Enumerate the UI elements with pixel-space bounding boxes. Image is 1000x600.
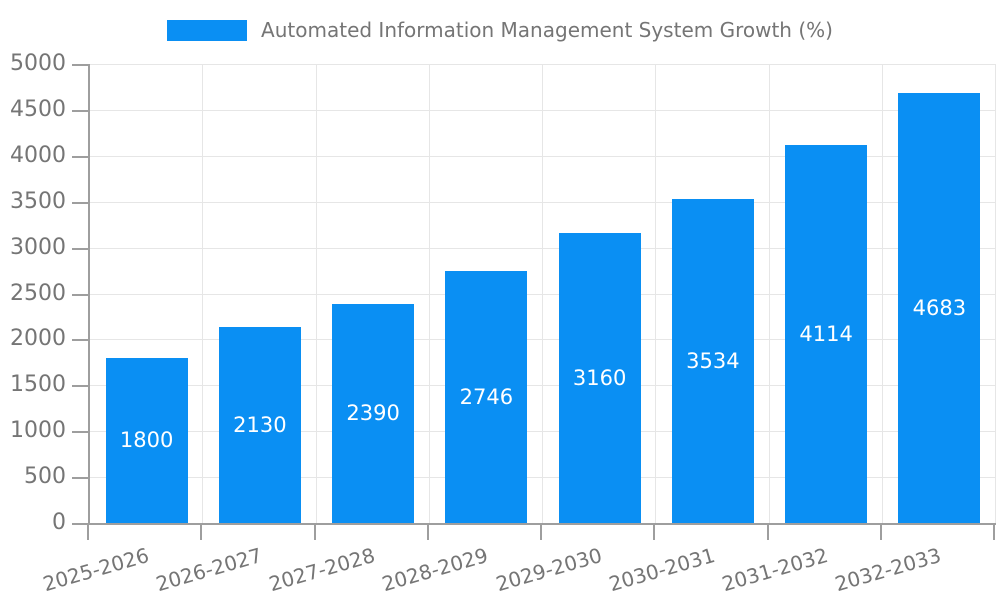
y-axis-tick-label: 0 <box>52 510 66 535</box>
y-axis-tick-label: 2000 <box>10 326 66 352</box>
y-axis-tick-label: 4000 <box>10 142 66 168</box>
gridline-horizontal <box>90 339 996 341</box>
gridline-vertical <box>428 64 430 523</box>
y-tick-mark <box>72 293 88 296</box>
y-tick-mark <box>72 523 88 525</box>
bar[interactable]: 2130 <box>218 327 301 523</box>
bar-value-label: 1800 <box>119 428 174 453</box>
y-tick-mark <box>72 339 88 342</box>
x-tick-mark <box>87 524 89 540</box>
bar-value-label: 4683 <box>912 296 967 321</box>
y-axis-tick-label: 1000 <box>10 418 66 444</box>
bar[interactable]: 4114 <box>785 145 868 523</box>
bar[interactable]: 2390 <box>332 303 415 523</box>
gridline-horizontal <box>90 431 996 433</box>
gridline-vertical <box>768 64 770 523</box>
bar-value-label: 3534 <box>686 348 740 373</box>
y-axis-tick-label: 1500 <box>10 372 66 398</box>
y-tick-mark <box>72 431 88 434</box>
legend: Automated Information Management System … <box>0 18 1000 42</box>
y-tick-mark <box>72 247 88 250</box>
bar[interactable]: 3534 <box>671 198 754 523</box>
gridline-horizontal <box>90 109 996 111</box>
bar-value-label: 2390 <box>346 401 400 426</box>
bar[interactable]: 4683 <box>898 93 981 523</box>
y-tick-mark <box>72 109 88 112</box>
gridline-horizontal <box>90 477 996 479</box>
bar-value-label: 2746 <box>459 384 514 409</box>
x-tick-mark <box>993 524 995 540</box>
y-axis-tick-label: 3500 <box>10 188 66 214</box>
gridline-vertical <box>995 64 996 523</box>
gridline-vertical <box>315 64 317 523</box>
gridline-horizontal <box>90 155 996 157</box>
x-tick-mark <box>766 524 769 540</box>
gridline-vertical <box>881 64 883 523</box>
gridline-horizontal <box>90 247 996 249</box>
legend-swatch-icon <box>167 19 248 41</box>
gridline-horizontal <box>90 64 996 65</box>
plot-area: 1800 2130 2390 2746 3160 3534 4114 4683 <box>88 64 996 525</box>
y-tick-mark <box>72 155 88 158</box>
y-axis-tick-label: 500 <box>24 464 66 490</box>
legend-item[interactable]: Automated Information Management System … <box>167 18 833 42</box>
gridline-vertical <box>202 64 204 523</box>
bar[interactable]: 2746 <box>445 270 528 523</box>
y-axis-tick-label: 2500 <box>10 280 66 306</box>
gridline-vertical <box>542 64 543 523</box>
x-tick-mark <box>313 524 316 540</box>
x-tick-mark <box>540 524 542 540</box>
x-tick-mark <box>653 524 656 540</box>
gridline-horizontal <box>90 385 996 387</box>
bar-value-label: 2130 <box>233 413 287 438</box>
bar-value-label: 4114 <box>799 322 853 347</box>
y-axis-tick-label: 5000 <box>10 51 66 76</box>
legend-label: Automated Information Management System … <box>261 18 833 42</box>
y-axis-tick-label: 3000 <box>10 234 66 260</box>
bar-value-label: 3160 <box>572 365 627 390</box>
x-tick-mark <box>879 524 882 540</box>
y-tick-mark <box>72 385 88 388</box>
bar[interactable]: 1800 <box>105 357 188 523</box>
y-tick-mark <box>72 477 88 480</box>
gridline-horizontal <box>90 201 996 203</box>
x-tick-mark <box>426 524 429 540</box>
y-tick-mark <box>72 64 88 66</box>
y-tick-mark <box>72 201 88 204</box>
bar[interactable]: 3160 <box>558 232 641 523</box>
y-axis-tick-label: 4500 <box>10 96 66 122</box>
x-tick-mark <box>200 524 203 540</box>
gridline-horizontal <box>90 293 996 295</box>
gridline-vertical <box>655 64 657 523</box>
